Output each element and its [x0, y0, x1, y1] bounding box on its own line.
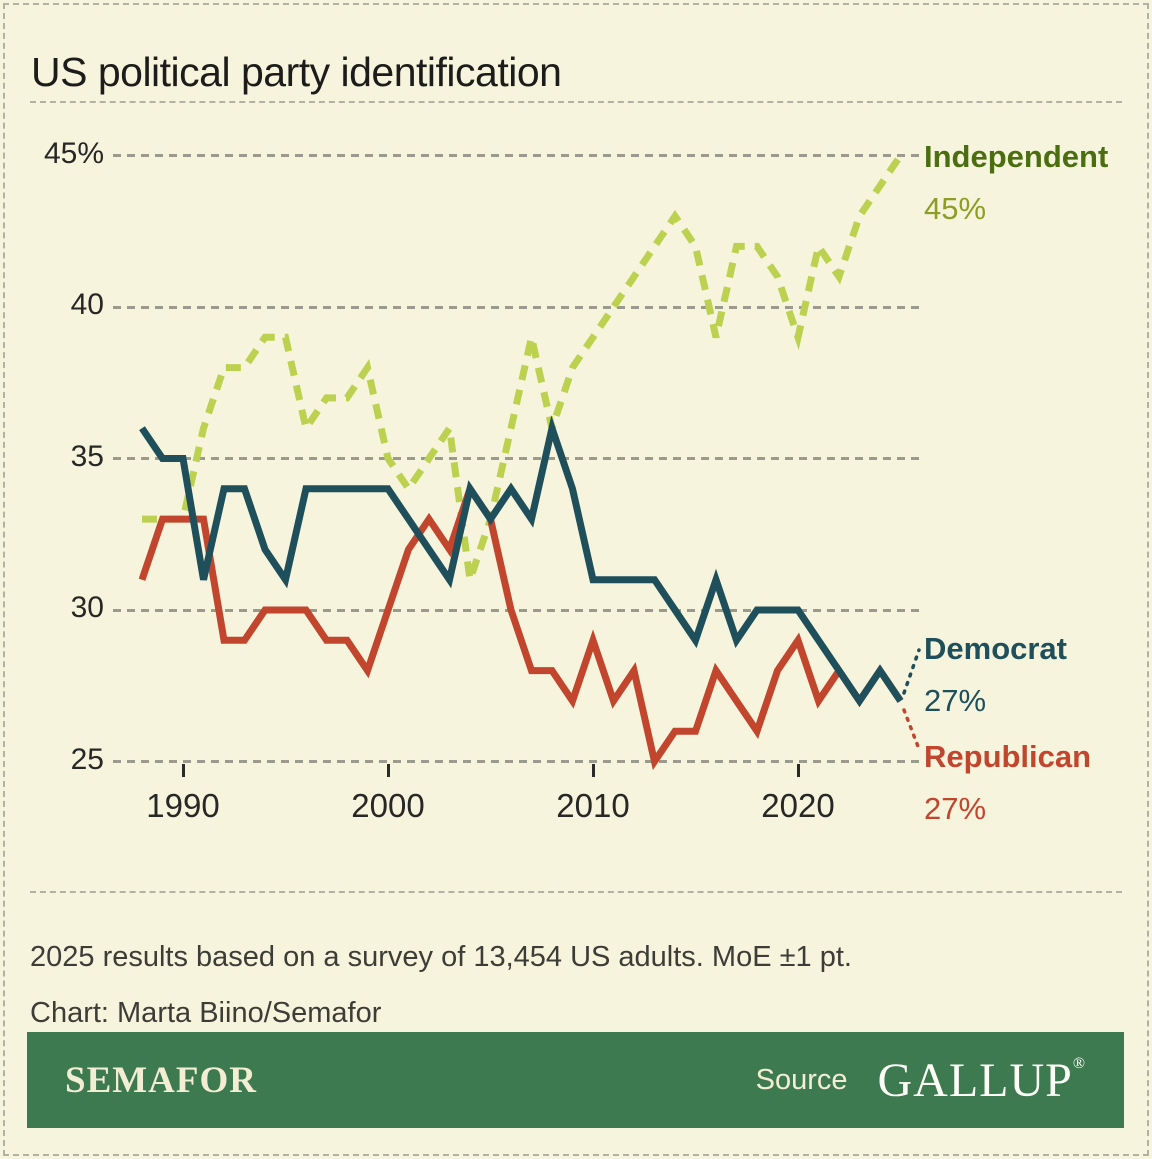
source-banner: SEMAFOR Source GALLUP®: [27, 1032, 1124, 1128]
y-axis-label-30: 30: [70, 591, 104, 624]
x-tick-2010: [591, 764, 595, 777]
y-axis-label-35: 35: [70, 439, 104, 473]
democrat-end-label: Democrat 27%: [924, 633, 1067, 716]
page-title: US political party identification: [31, 49, 562, 96]
gridline-30: [113, 608, 920, 612]
x-axis-label-1990: 1990: [146, 787, 220, 824]
republican-end-value: 27%: [924, 791, 987, 826]
methodology-note: 2025 results based on a survey of 13,454…: [30, 941, 852, 973]
x-axis-label-2000: 2000: [351, 787, 425, 824]
y-axis-label-25: 25: [70, 742, 104, 776]
x-axis-label-2020: 2020: [761, 787, 835, 824]
y-axis-label-40: 40: [70, 288, 104, 321]
democrat-end-value: 27%: [924, 683, 987, 718]
democrat-leader-line: [902, 648, 921, 695]
x-tick-2020: [796, 764, 800, 777]
source-group: Source GALLUP®: [756, 1053, 1086, 1108]
title-separator: [30, 101, 1122, 103]
series-republican-line: [138, 480, 904, 771]
semafor-logo: SEMAFOR: [65, 1059, 257, 1101]
republican-end-label: Republican 27%: [924, 741, 1091, 824]
footer-separator: [30, 891, 1122, 893]
y-axis-label-45: 45%: [43, 136, 104, 170]
x-axis-label-2010: 2010: [556, 787, 630, 824]
independent-series-name: Independent: [924, 139, 1109, 174]
gridline-45: [113, 154, 920, 157]
x-tick-1990: [181, 764, 185, 777]
registered-trademark-mark: ®: [1072, 1054, 1086, 1072]
gridline-25: [113, 760, 920, 763]
series-democrat-line: [139, 415, 904, 708]
gallup-logo: GALLUP®: [877, 1053, 1086, 1107]
chart-credit: Chart: Marta Biino/Semafor: [30, 997, 382, 1029]
democrat-series-name: Democrat: [924, 631, 1067, 666]
series-independent-line: [142, 153, 904, 581]
independent-end-value: 45%: [924, 191, 987, 226]
plot-area: [138, 153, 921, 771]
republican-leader-line: [902, 708, 921, 751]
republican-series-name: Republican: [924, 739, 1092, 774]
source-label: Source: [755, 1063, 848, 1096]
gridline-40: [113, 305, 920, 309]
independent-end-label: Independent 45%: [924, 141, 1108, 224]
gridline-35: [113, 457, 920, 460]
x-tick-2000: [386, 764, 390, 777]
